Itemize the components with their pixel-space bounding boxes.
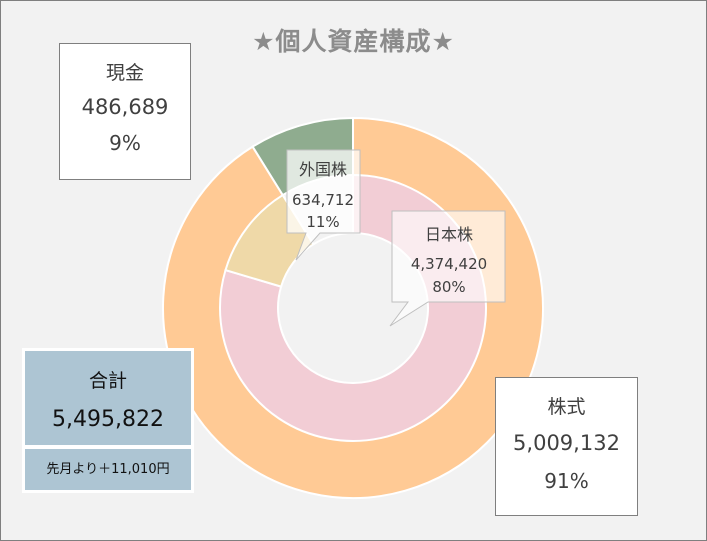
cash-label: 現金 xyxy=(105,62,144,84)
cash-value: 486,689 xyxy=(81,95,169,119)
stock-callout: 株式 5,009,132 91% xyxy=(495,377,638,516)
foreign-stock-name: 外国株 xyxy=(299,160,347,179)
chart-title: ★個人資産構成★ xyxy=(252,27,455,56)
total-label: 合計 xyxy=(88,370,127,392)
foreign-stock-label: 外国株 634,712 11% xyxy=(286,149,361,261)
total-value: 5,495,822 xyxy=(52,407,164,432)
total-panel: 合計 5,495,822 先月より＋11,010円 xyxy=(22,348,194,493)
japan-stock-label: 日本株 4,374,420 80% xyxy=(389,210,506,327)
cash-callout: 現金 486,689 9% xyxy=(59,43,191,180)
japan-stock-name: 日本株 xyxy=(425,225,473,244)
total-main: 合計 5,495,822 xyxy=(25,351,191,445)
stock-percent: 91% xyxy=(544,469,589,493)
stock-label: 株式 xyxy=(547,396,586,418)
foreign-stock-percent: 11% xyxy=(306,213,339,231)
cash-percent: 9% xyxy=(109,131,141,155)
total-change: 先月より＋11,010円 xyxy=(25,449,191,490)
japan-stock-value: 4,374,420 xyxy=(411,255,487,273)
foreign-stock-value: 634,712 xyxy=(292,191,354,209)
japan-stock-percent: 80% xyxy=(432,278,465,296)
stock-value: 5,009,132 xyxy=(513,431,620,455)
